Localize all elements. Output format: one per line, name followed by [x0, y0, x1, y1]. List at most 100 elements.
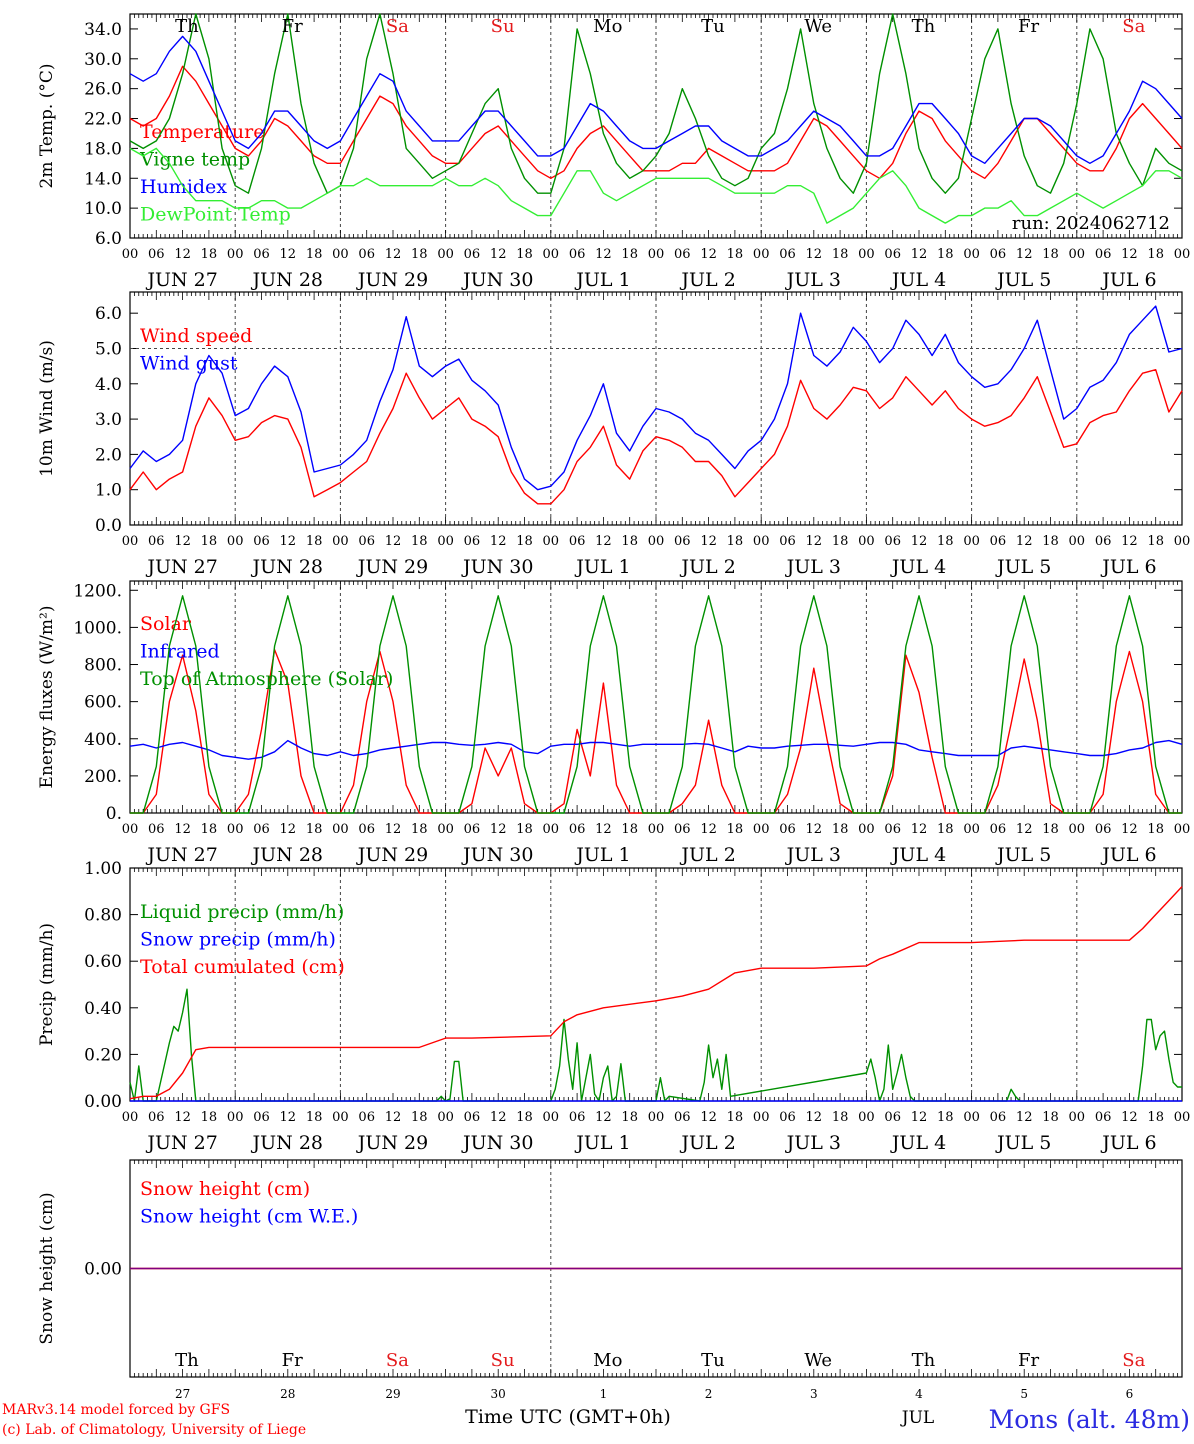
legend-entry: Snow height (cm W.E.) [140, 1206, 358, 1228]
legend-entry: Wind gust [140, 353, 238, 375]
hour-tick-label: 18 [411, 247, 428, 262]
hour-tick-label: 06 [148, 534, 165, 549]
hour-tick-label: 12 [700, 822, 717, 837]
y-axis-label: Energy fluxes (W/m²) [37, 606, 57, 789]
hour-tick-label: 00 [648, 247, 665, 262]
month-label: JUL [900, 1408, 934, 1428]
hour-tick-label: 06 [464, 1110, 481, 1125]
hour-tick-label: 00 [437, 534, 454, 549]
hour-tick-label: 06 [1095, 822, 1112, 837]
hour-tick-label: 12 [1121, 534, 1138, 549]
hour-tick-label: 06 [148, 1110, 165, 1125]
hour-tick-label: 12 [595, 1110, 612, 1125]
hour-tick-label: 00 [858, 247, 875, 262]
weekday-label: Tu [701, 1350, 725, 1371]
day-number-label: 28 [280, 1387, 295, 1401]
hour-tick-label: 12 [280, 534, 297, 549]
hour-tick-label: 18 [1042, 247, 1059, 262]
y-tick-label: 18.0 [84, 139, 122, 159]
hour-tick-label: 12 [490, 534, 507, 549]
hour-tick-label: 18 [201, 822, 218, 837]
hour-tick-label: 18 [727, 247, 744, 262]
weekday-label: Sa [386, 16, 409, 37]
y-tick-label: 22.0 [84, 110, 122, 130]
hour-tick-label: 18 [201, 534, 218, 549]
legend-entry: Total cumulated (cm) [140, 956, 345, 978]
hour-tick-label: 12 [385, 534, 402, 549]
hour-tick-label: 06 [253, 1110, 270, 1125]
hour-tick-label: 18 [1042, 822, 1059, 837]
hour-tick-label: 00 [437, 247, 454, 262]
hour-tick-label: 12 [174, 247, 191, 262]
legend-entry: Temperature [140, 121, 264, 143]
y-tick-label: 30.0 [84, 50, 122, 70]
hour-tick-label: 00 [753, 247, 770, 262]
hour-tick-label: 06 [569, 534, 586, 549]
hour-tick-label: 00 [227, 1110, 244, 1125]
date-label: JUL 3 [785, 556, 841, 578]
legend-entry: Snow precip (mm/h) [140, 929, 336, 951]
legend-entry: Top of Atmosphere (Solar) [140, 668, 393, 690]
hour-tick-label: 12 [1121, 1110, 1138, 1125]
y-tick-label: 0.00 [84, 1092, 122, 1112]
hour-tick-label: 12 [1016, 1110, 1033, 1125]
y-axis-label: 2m Temp. (°C) [37, 63, 57, 188]
y-tick-label: 0. [106, 804, 122, 824]
y-tick-label: 0.20 [84, 1045, 122, 1065]
hour-tick-label: 00 [963, 1110, 980, 1125]
hour-tick-label: 06 [253, 534, 270, 549]
date-label: JUL 6 [1100, 844, 1156, 866]
weekday-label: Mo [593, 16, 622, 37]
hour-tick-label: 18 [832, 247, 849, 262]
date-label: JUN 28 [251, 1132, 323, 1154]
hour-tick-label: 12 [911, 822, 928, 837]
weekday-label: Sa [386, 1350, 409, 1371]
series-line [129, 369, 1183, 505]
date-label: JUN 30 [461, 1132, 533, 1154]
hour-tick-label: 18 [306, 247, 323, 262]
y-tick-label: 0.40 [84, 999, 122, 1019]
weekday-label: Sa [1122, 16, 1145, 37]
weekday-label: Su [491, 1350, 515, 1371]
date-label: JUN 28 [251, 844, 323, 866]
hour-tick-label: 00 [1174, 1110, 1191, 1125]
hour-tick-label: 00 [332, 1110, 349, 1125]
date-label: JUL 1 [574, 1132, 630, 1154]
hour-tick-label: 06 [148, 247, 165, 262]
y-axis-label: 10m Wind (m/s) [37, 340, 57, 477]
y-tick-label: 2.0 [95, 445, 122, 465]
hour-tick-label: 00 [437, 822, 454, 837]
hour-tick-label: 18 [1147, 1110, 1164, 1125]
weekday-label: Fr [282, 16, 303, 37]
y-axis-label: Snow height (cm) [37, 1192, 57, 1344]
hour-tick-label: 00 [1069, 822, 1086, 837]
hour-tick-label: 00 [122, 1110, 139, 1125]
hour-tick-label: 06 [990, 822, 1007, 837]
hour-tick-label: 06 [990, 1110, 1007, 1125]
hour-tick-label: 18 [1042, 534, 1059, 549]
y-tick-label: 1.0 [95, 481, 122, 501]
hour-tick-label: 06 [674, 534, 691, 549]
day-number-label: 4 [915, 1387, 923, 1401]
day-number-label: 27 [175, 1387, 190, 1401]
hour-tick-label: 00 [963, 534, 980, 549]
hour-tick-label: 18 [727, 1110, 744, 1125]
y-tick-label: 1200. [73, 581, 122, 601]
date-label: JUL 4 [890, 1132, 946, 1154]
date-label: JUN 27 [145, 269, 217, 291]
run-annotation: run: 2024062712 [1012, 213, 1170, 234]
hour-tick-label: 06 [464, 247, 481, 262]
y-tick-label: 26.0 [84, 80, 122, 100]
series-line [129, 886, 1183, 1100]
hour-tick-label: 00 [1174, 822, 1191, 837]
hour-tick-label: 12 [1121, 822, 1138, 837]
hour-tick-label: 18 [516, 247, 533, 262]
date-label: JUL 6 [1100, 1132, 1156, 1154]
hour-tick-label: 06 [569, 247, 586, 262]
date-label: JUN 28 [251, 556, 323, 578]
hour-tick-label: 12 [385, 1110, 402, 1125]
series-line [129, 147, 1183, 224]
legend-entry: Snow height (cm) [140, 1178, 310, 1200]
hour-tick-label: 00 [963, 247, 980, 262]
legend-entry: Solar [140, 613, 192, 635]
